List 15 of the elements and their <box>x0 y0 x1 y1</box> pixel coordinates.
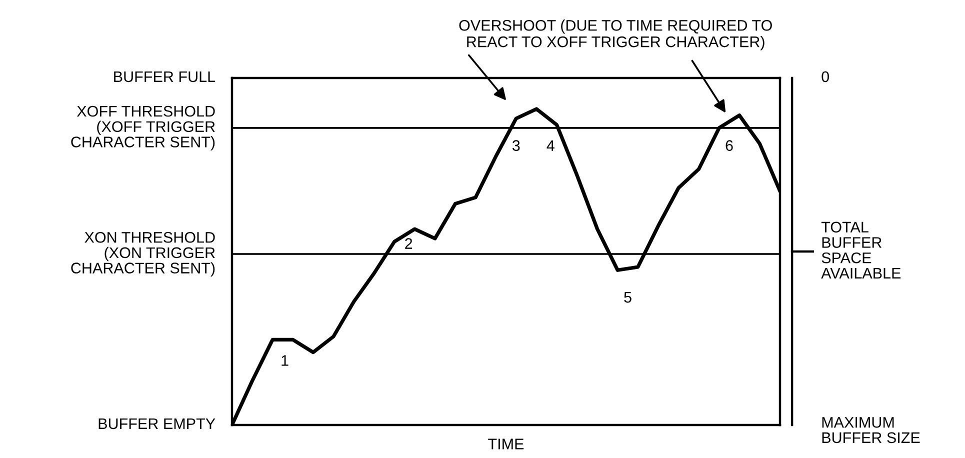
ref-line-label: XOFF THRESHOLD (XOFF TRIGGER CHARACTER SENT) <box>71 106 215 150</box>
annotation: 6 <box>726 140 733 151</box>
ref-line-label: BUFFER FULL <box>114 71 216 82</box>
annotation: 1 <box>282 355 288 366</box>
x-axis-title: TIME <box>488 438 524 450</box>
annotation: 5 <box>624 292 632 303</box>
text: 0 <box>822 71 829 82</box>
text: BUFFER EMPTY <box>98 418 216 430</box>
annotation: 3 <box>512 140 520 151</box>
annotation: 4 <box>546 140 554 151</box>
text: TOTAL BUFFER SPACE AVAILABLE <box>821 222 901 278</box>
text: OVERSHOOT (DUE TO TIME REQUIRED TO REACT TO XOFF TRIGGER CHARACTER) <box>459 20 772 50</box>
text: MAXIMUM BUFFER SIZE <box>822 417 920 444</box>
ref-line-label: XON THRESHOLD (XON TRIGGER CHARACTER SENT) <box>71 232 215 276</box>
annotation: 2 <box>405 238 412 249</box>
